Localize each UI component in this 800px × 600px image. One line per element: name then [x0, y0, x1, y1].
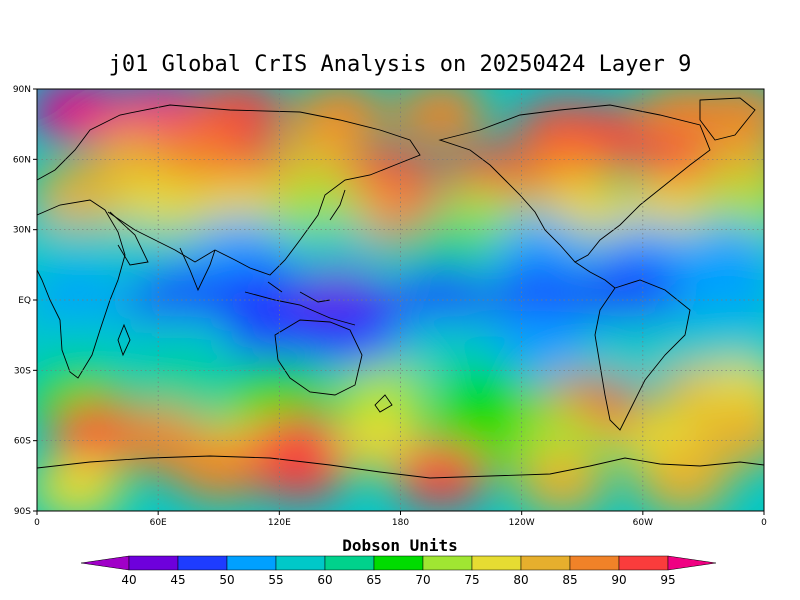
colorbar-swatch	[569, 555, 620, 571]
lat-tick-label: 30S	[14, 366, 31, 376]
field-cell	[392, 89, 489, 145]
colorbar-arrow-high	[667, 555, 717, 571]
field-cell	[514, 450, 611, 511]
colorbar-swatch	[324, 555, 375, 571]
map-title: j01 Global CrIS Analysis on 20250424 Lay…	[108, 52, 692, 77]
colorbar-level-label: 90	[611, 573, 626, 587]
colorbar-level-label: 85	[562, 573, 577, 587]
field-cell	[130, 357, 227, 422]
coastlines	[37, 97, 764, 479]
field-cell	[493, 310, 590, 375]
coastline-madagascar	[117, 323, 131, 357]
field-cell	[392, 314, 489, 379]
field-cell	[392, 216, 489, 281]
field-cell	[675, 268, 764, 332]
field-cell	[130, 268, 227, 332]
coastline-japan	[329, 189, 346, 221]
colorbar-level-label: 45	[170, 573, 185, 587]
field-cell	[89, 221, 186, 286]
coastline-antarctica	[37, 455, 764, 479]
colorbar-swatch	[226, 555, 277, 571]
field-cell	[37, 89, 126, 145]
lat-tick-label: EQ	[18, 296, 31, 306]
colorbar-swatch	[275, 555, 326, 571]
lat-tick-label: 90S	[14, 507, 31, 517]
field-cell	[37, 455, 126, 511]
colorbar-level-label: 80	[513, 573, 528, 587]
lat-tick-label: 90N	[13, 85, 31, 95]
lon-tick-label: 60E	[150, 518, 167, 528]
field-cell	[231, 357, 328, 422]
lon-tick-label: 60W	[633, 518, 653, 528]
colorbar-level-label: 70	[415, 573, 430, 587]
colorbar-level-label: 40	[121, 573, 136, 587]
colorbar-level-label: 65	[366, 573, 381, 587]
colorbar-swatch	[618, 555, 669, 571]
field-cell	[493, 216, 590, 281]
colorbar-level-label: 50	[219, 573, 234, 587]
lon-tick-label: 0	[761, 518, 767, 528]
coastline-newzealand	[374, 394, 393, 413]
coastline-south-america	[594, 279, 691, 431]
field-cell	[37, 314, 126, 379]
field-cell	[291, 221, 388, 286]
graticule	[37, 89, 764, 511]
coastline-indonesia	[244, 281, 356, 326]
field-cell	[635, 450, 732, 511]
field-cell	[37, 162, 126, 227]
coastline-greenland	[699, 97, 756, 141]
coastline-central-america	[574, 261, 616, 289]
colorbar-swatch	[177, 555, 228, 571]
lon-tick-label: 0	[34, 518, 40, 528]
colorbar-level-label: 75	[464, 573, 479, 587]
lon-tick-label: 180	[392, 518, 409, 528]
colorbar-swatch	[373, 555, 424, 571]
colorbar-level-label: 55	[268, 573, 283, 587]
coastline-india	[179, 247, 216, 292]
colorbar-level-label: 60	[317, 573, 332, 587]
field-cell	[37, 268, 126, 332]
field-cell	[170, 436, 267, 501]
field-cell	[251, 436, 348, 501]
coastline-arabia	[109, 211, 149, 266]
colorbar: 40 45 50 55 60 65 70 75 80 85 90 95	[80, 555, 717, 587]
colorbar-swatch	[471, 555, 522, 571]
coastline-north-america	[438, 104, 711, 263]
field-cell	[392, 268, 489, 332]
field-cell	[695, 89, 764, 145]
field-cell	[675, 221, 764, 286]
field-cell	[231, 303, 328, 368]
coastline-australia	[274, 319, 363, 396]
colorbar-title: Dobson Units	[342, 536, 458, 555]
field-cell	[392, 443, 489, 508]
colorbar-swatch	[422, 555, 473, 571]
colorbar-swatch	[128, 555, 179, 571]
lat-tick-label: 30N	[13, 226, 31, 236]
field-cell	[584, 258, 681, 323]
field-cell	[695, 403, 764, 468]
lon-tick-label: 120E	[268, 518, 291, 528]
colorbar-arrow-low	[80, 555, 130, 571]
coastline-eurasia	[37, 104, 421, 276]
lat-tick-label: 60S	[14, 437, 31, 447]
lon-tick-label: 120W	[509, 518, 535, 528]
lat-tick-label: 60N	[13, 155, 31, 165]
field-cell	[312, 303, 409, 368]
coastline-africa	[37, 199, 126, 379]
colorbar-swatch	[520, 555, 571, 571]
colorbar-level-label: 95	[660, 573, 675, 587]
